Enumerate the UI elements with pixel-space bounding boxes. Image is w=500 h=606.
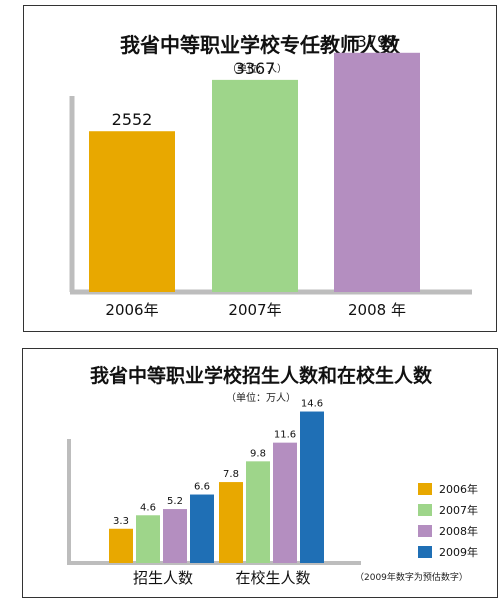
data-label-0-0: 3.3 [113,516,129,527]
category-label-1: 在校生人数 [235,569,310,587]
bar-0 [89,131,175,292]
enrollment-chart: 我省中等职业学校招生人数和在校生人数 （单位：万人） 3.3 4.6 5.2 6.6 招… [67,364,478,587]
bar-0-2 [163,509,187,563]
data-label-0-1: 4.6 [140,502,156,513]
bar-0-0 [109,528,133,563]
teacher-chart-panel: 我省中等职业学校专任教师人数 （单位：人） 2552 2006年 3367 2007年… [23,5,497,332]
chart-legend: 2006年 2007年 2008年 2009年 [418,482,478,559]
bar-1-0 [219,482,243,563]
data-label-0-3: 6.6 [194,482,210,493]
data-label-2: 3797 [357,32,398,51]
legend-swatch-1 [418,504,432,516]
chart-subtitle: （单位：人） [227,62,287,75]
legend-label-1: 2007年 [439,503,478,517]
data-label-1: 3367 [235,59,276,78]
category-label-0: 招生人数 [133,569,193,587]
chart-title: 我省中等职业学校招生人数和在校生人数 [90,364,433,387]
data-label-1-1: 9.8 [250,448,266,459]
bar-1-2 [273,442,297,563]
bar-0-3 [190,494,214,563]
category-label-1: 2007年 [228,301,281,319]
data-label-1-2: 11.6 [274,430,296,441]
data-label-0-2: 5.2 [167,496,183,507]
category-label-2: 2008 年 [348,301,406,319]
category-label-0: 2006年 [105,301,158,319]
bar-1-3 [300,411,324,563]
bar-2 [334,52,420,292]
legend-swatch-3 [418,546,432,558]
legend-swatch-0 [418,483,432,495]
bar-0-1 [136,515,160,563]
data-label-1-3: 14.6 [301,399,323,410]
data-label-1-0: 7.8 [223,469,239,480]
chart-subtitle: （单位：万人） [226,391,296,404]
legend-label-3: 2009年 [439,545,478,559]
enrollment-chart-panel: 我省中等职业学校招生人数和在校生人数 （单位：万人） 3.3 4.6 5.2 6.6 招… [22,348,498,598]
legend-swatch-2 [418,525,432,537]
legend-label-2: 2008年 [439,524,478,538]
bar-1-1 [246,461,270,563]
bar-1 [212,79,298,292]
teacher-chart: 我省中等职业学校专任教师人数 （单位：人） 25522006年33672007年… [69,32,472,319]
data-label-0: 2552 [112,110,153,129]
legend-label-0: 2006年 [439,482,478,496]
chart-footnote: （2009年数字为预估数字） [355,571,468,583]
